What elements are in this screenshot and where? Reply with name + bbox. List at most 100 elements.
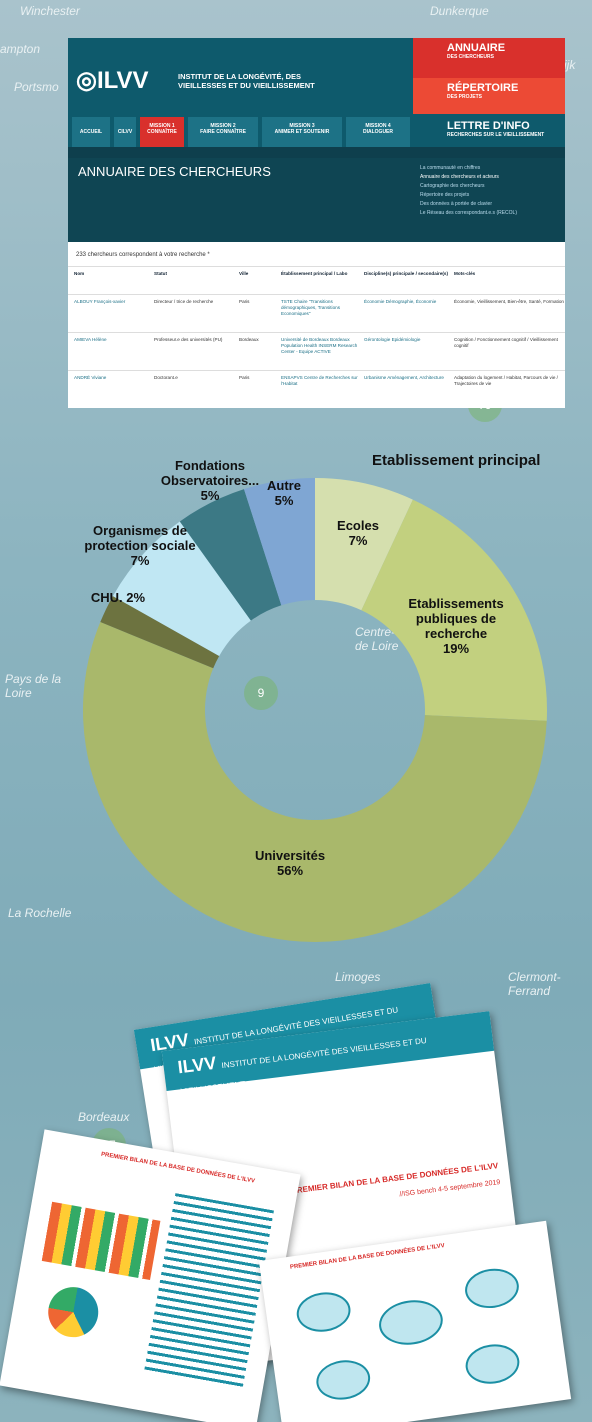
side-link: La communauté en chiffres — [420, 165, 481, 171]
table-cell: Économie Démographie, Économie — [364, 299, 437, 304]
button[interactable]: RÉPERTOIRE DES PROJETS — [413, 78, 565, 118]
table-cell: Cognition / Fonctionnement cognitif / Vi… — [454, 337, 558, 348]
category-label: CHU. — [90, 590, 123, 605]
map-label: Portsmo — [14, 80, 59, 94]
table-cell: Directeur / trice de recherche — [154, 299, 214, 304]
donut-slice — [243, 478, 315, 606]
category-label: Autre — [267, 478, 301, 493]
category-label: Etablissements publiques de recherche — [408, 596, 504, 641]
table-cell: Économie, Vieillissement, Bien-être, San… — [454, 299, 564, 304]
value-label: 2% — [126, 590, 146, 605]
button-subtitle: DES CHERCHEURS — [447, 54, 494, 60]
map-label: La Rochelle — [8, 906, 72, 920]
table-cell: TSTE Chaire "Transitions démographiques,… — [281, 299, 340, 316]
table-cell: Adaptation du logement / Habitat, Parcou… — [454, 375, 558, 386]
nav-item[interactable]: ACCUEIL — [72, 117, 110, 147]
donut-slice — [112, 521, 251, 656]
table-cell: Paris — [239, 299, 250, 304]
table-row: ALBOUY François-xavier Directeur / trice … — [68, 294, 565, 333]
value-label: 5% — [200, 488, 220, 503]
map-label: Clermont-Ferrand — [508, 970, 561, 998]
side-link: Des données à portée de clavier — [420, 201, 492, 207]
value-label: 7% — [130, 553, 150, 568]
side-link: Répertoire des projets — [420, 192, 470, 198]
slice-label: Fondations Observatoires... 5% — [160, 458, 260, 503]
donut-slice — [315, 478, 413, 611]
category-label: Organismes de protection sociale — [84, 523, 196, 553]
donut-chart — [82, 478, 547, 943]
table-cell: Mots-clés — [454, 271, 476, 276]
side-link: Annuaire des chercheurs et acteurs — [420, 174, 499, 180]
text: CILVV — [117, 129, 133, 135]
table-cell: Urbanisme Aménagement, Architecture — [364, 375, 444, 380]
donut-slice — [82, 622, 547, 943]
button-title: LETTRE D'INFO — [447, 120, 530, 132]
button-subtitle: RECHERCHES SUR LE VIEILLISSEMENT — [447, 132, 545, 138]
slice-label: Organismes de protection sociale 7% — [80, 523, 200, 568]
side-link: Cartographie des chercheurs — [420, 183, 485, 189]
table-cell: Professeur.e des universités (PU) — [154, 337, 223, 342]
side-links: La communauté en chiffres Annuaire des ch… — [420, 164, 560, 218]
text: MISSION 1 — [149, 123, 175, 129]
table-cell: Paris — [239, 375, 250, 380]
table-cell: Nom — [74, 271, 85, 276]
header — [68, 38, 413, 117]
map-label: Dunkerque — [430, 4, 489, 18]
side-link: Le Réseau des correspondant.e.s (RECOL) — [420, 210, 517, 216]
category-label: Universités — [254, 848, 326, 863]
text: MISSION 4 — [365, 123, 391, 129]
table-cell: Ville — [239, 271, 249, 276]
brochure-logo: ILVV — [176, 1052, 218, 1078]
table-row: ANDRÉ Viviane Doctorant.e Paris ENSAPVS Cen… — [68, 370, 565, 408]
logo: ◎ILVV — [76, 67, 149, 94]
table-cell: Doctorant.e — [154, 375, 178, 380]
table-cell: Statut — [154, 271, 168, 276]
button-subtitle: DES PROJETS — [447, 94, 483, 100]
table-cell: Établissement principal / Labo — [281, 271, 348, 276]
table-header: Nom Statut Ville Établissement principal / … — [68, 266, 565, 295]
slice-label: CHU. 2% — [78, 590, 158, 605]
nav-item[interactable]: CILVV — [114, 117, 136, 147]
table-cell: Université de Bordeaux Bordeaux Populati… — [281, 337, 358, 354]
website-screenshot: ◎ILVV INSTITUT DE LA LONGÉVITÉ, DES VIEI… — [68, 38, 565, 408]
map-label: Winchester — [20, 4, 80, 18]
logo-subtitle: INSTITUT DE LA LONGÉVITÉ, DES VIEILLESSE… — [178, 72, 315, 90]
logo-text: ILVV — [96, 67, 149, 94]
table-cell: Discipline(s) principale / secondaire(s) — [364, 271, 448, 276]
value-label: 19% — [442, 641, 470, 656]
table-cell: ALBOUY François-xavier — [74, 299, 126, 304]
text: ANIMER ET SOUTENIR — [274, 129, 330, 135]
map-label: ampton — [0, 42, 41, 56]
nav-item[interactable]: MISSION 3 ANIMER ET SOUTENIR — [262, 117, 342, 147]
brochure-institute: INSTITUT DE LA LONGÉVITÉ DES VIEILLESSES… — [180, 1035, 428, 1097]
category-label: Ecoles — [337, 518, 379, 533]
map-label: Pays de la Loire — [5, 672, 62, 700]
button-title: RÉPERTOIRE — [447, 82, 519, 94]
table-row: AMIEVA Hélène Professeur.e des université… — [68, 332, 565, 371]
slice-label: Universités 56% — [230, 848, 350, 878]
nav-item[interactable]: MISSION 4 DIALOGUER — [346, 117, 410, 147]
text: FAIRE CONNAÎTRE — [200, 129, 246, 135]
result-count: 233 chercheurs correspondent à votre rec… — [76, 252, 210, 258]
map-cluster: 9 — [244, 676, 278, 710]
text: MISSION 2 — [210, 123, 236, 129]
button[interactable]: ANNUAIRE DES CHERCHEURS — [413, 38, 565, 78]
category-label: Fondations Observatoires... — [160, 458, 260, 488]
text: DIALOGUER — [363, 129, 393, 135]
donut-slice — [100, 596, 220, 669]
map-label: Bordeaux — [78, 1110, 130, 1124]
nav-item[interactable]: MISSION 1 CONNAÎTRE — [140, 117, 184, 147]
slice-label: Ecoles 7% — [318, 518, 398, 548]
text: CONNAÎTRE — [147, 129, 177, 135]
slice-label: Autre 5% — [254, 478, 314, 508]
chart-title: Etablissement principal — [372, 452, 541, 469]
nav-item[interactable]: MISSION 2 FAIRE CONNAÎTRE — [188, 117, 258, 147]
table-cell: AMIEVA Hélène — [74, 337, 107, 342]
brochure-page-left: PREMIER BILAN DE LA BASE DE DONNÉES DE L… — [0, 1129, 301, 1422]
brochure-title: PREMIER BILAN DE LA BASE DE DONNÉES DE L… — [291, 1161, 499, 1196]
map-label: Limoges — [335, 970, 381, 984]
donut-slice — [179, 489, 282, 621]
slice-label: Etablissements publiques de recherche 19% — [396, 596, 516, 656]
text: ACCUEIL — [79, 129, 103, 135]
